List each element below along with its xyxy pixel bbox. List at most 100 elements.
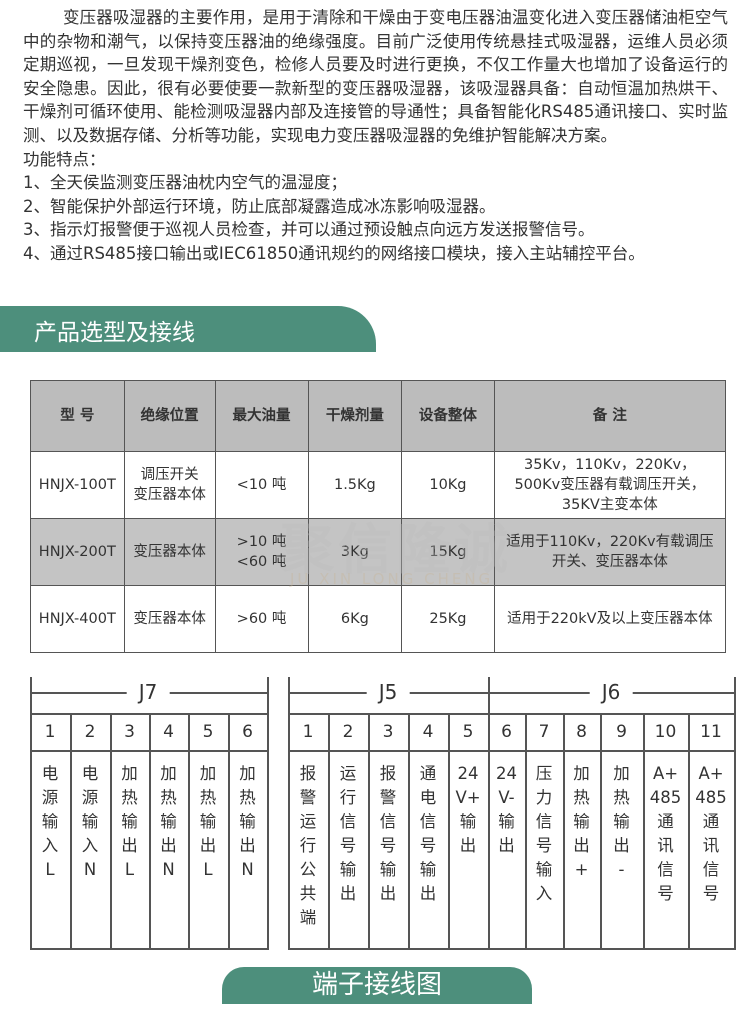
terminal-description: 报 警 信 号 输 出 [379, 764, 397, 903]
terminal-number: 1 [44, 722, 56, 742]
row-line [288, 750, 734, 752]
table-cell: 调压开关 变压器本体 [123, 451, 216, 519]
table-row: HNJX-200T 变压器本体 >10 吨 <60 吨 3Kg 15Kg 适用于110Kv… [30, 518, 727, 586]
terminal-description: 加 热 输 出 L [121, 764, 138, 879]
terminal-number: 9 [616, 722, 627, 742]
terminal-number: 10 [654, 722, 677, 742]
connector-label: J5 [366, 681, 410, 703]
column-line [563, 713, 565, 948]
column-line [688, 713, 690, 948]
table-cell: >60 吨 [214, 585, 309, 653]
table-cell: <10 吨 [214, 451, 309, 519]
border-line [30, 677, 32, 948]
terminal-description: A+ 485 通 讯 信 号 [695, 764, 727, 903]
table-cell: 3Kg [307, 518, 403, 586]
section-header-banner: 产品选型及接线 [0, 306, 376, 352]
column-line [328, 713, 330, 948]
table-row: HNJX-100T 调压开关 变压器本体 <10 吨 1.5Kg 10Kg 35Kv，11… [30, 451, 727, 519]
row-line [288, 713, 734, 715]
terminal-number: 11 [700, 722, 722, 742]
column-header: 备 注 [493, 380, 727, 452]
terminal-description: 报 警 运 行 公 共 端 [299, 764, 317, 927]
terminal-number: 5 [462, 722, 474, 742]
diagram-title-banner: 端子接线图 [222, 967, 532, 1004]
table-cell: >10 吨 <60 吨 [214, 518, 309, 586]
row-line [30, 713, 267, 715]
table-cell: 变压器本体 [123, 585, 216, 653]
border-line [288, 677, 290, 948]
column-header: 型 号 [30, 380, 125, 452]
feature-item: 4、通过RS485接口输出或IEC61850通讯规约的网络接口模块，接入主站辅控… [23, 243, 645, 263]
column-line [525, 713, 527, 948]
column-line [228, 713, 230, 948]
intro-section: 变压器吸湿器的主要作用，是用于清除和干燥由于变电压器油温变化进入变压器储油柜空气… [23, 6, 728, 266]
terminal-description: A+ 485 通 讯 信 号 [649, 764, 682, 903]
terminal-number: 4 [422, 722, 434, 742]
terminal-description: 电 源 输 入 L [41, 764, 59, 879]
terminal-description: 24 V+ 输 出 [455, 764, 481, 855]
terminal-description: 加 热 输 出 N [160, 764, 177, 879]
table-cell: 6Kg [307, 585, 403, 653]
table-cell: 适用于110Kv，220Kv有载调压 开关、变压器本体 [493, 518, 727, 586]
terminal-description: 加 热 输 出 L [199, 764, 217, 879]
terminal-description: 加 热 输 出 - [613, 764, 630, 879]
terminal-number: 3 [382, 722, 394, 742]
column-line [70, 713, 72, 948]
terminal-number: 5 [202, 722, 214, 742]
intro-paragraph: 变压器吸湿器的主要作用，是用于清除和干燥由于变电压器油温变化进入变压器储油柜空气… [23, 8, 728, 145]
connector-label: J6 [589, 681, 633, 703]
table-cell: 35Kv，110Kv，220Kv， 500Kv变压器有载调压开关， 35KV主变… [493, 451, 727, 519]
row-line [30, 750, 267, 752]
table-cell: HNJX-200T [30, 518, 125, 586]
column-line [488, 713, 490, 948]
column-line [149, 713, 151, 948]
column-header: 设备整体 [401, 380, 495, 452]
terminal-description: 加 热 输 出 + [573, 764, 590, 879]
border-line [734, 677, 736, 948]
terminal-description: 通 电 信 号 输 出 [419, 764, 437, 903]
row-line [288, 948, 736, 950]
column-line [408, 713, 410, 948]
terminal-number: 7 [538, 722, 550, 742]
group-divider [488, 677, 490, 713]
bracket-line [288, 692, 734, 694]
terminal-number: 6 [501, 722, 512, 742]
table-cell: 1.5Kg [307, 451, 403, 519]
column-line [600, 713, 602, 948]
table-cell: 10Kg [401, 451, 495, 519]
feature-item: 2、智能保护外部运行环境，防止底部凝露造成冰冻影响吸湿器。 [23, 196, 496, 216]
terminal-description: 运 行 信 号 输 出 [339, 764, 357, 903]
feature-item: 3、指示灯报警便于巡视人员检查，并可以通过预设触点向远方发送报警信号。 [23, 220, 595, 240]
terminal-description: 压 力 信 号 输 入 [535, 764, 553, 903]
features-title: 功能特点： [23, 149, 106, 169]
terminal-number: 2 [84, 722, 96, 742]
column-line [643, 713, 645, 948]
column-header: 干燥剂量 [307, 380, 403, 452]
table-cell: 25Kg [401, 585, 495, 653]
table-cell: HNJX-100T [30, 451, 125, 519]
column-header: 最大油量 [214, 380, 309, 452]
spec-table: 型 号绝缘位置 最大油量 干燥剂量 设备整体备 注 HNJX-100T 调压开关 变压器… [30, 380, 727, 653]
table-cell: 15Kg [401, 518, 495, 586]
terminal-number: 6 [242, 722, 253, 742]
terminal-description: 加 热 输 出 N [239, 764, 256, 879]
column-line [368, 713, 370, 948]
column-line [110, 713, 112, 948]
terminal-number: 2 [342, 722, 354, 742]
column-line [188, 713, 190, 948]
diagram-title: 端子接线图 [311, 970, 442, 1000]
table-cell: 适用于220kV及以上变压器本体 [493, 585, 727, 653]
terminal-description: 电 源 输 入 N [81, 764, 99, 879]
column-header: 绝缘位置 [123, 380, 216, 452]
feature-item: 1、全天侯监测变压器油枕内空气的温湿度； [23, 173, 347, 193]
table-cell: 变压器本体 [123, 518, 216, 586]
border-line [267, 677, 269, 948]
terminal-number: 3 [124, 722, 135, 742]
table-cell: HNJX-400T [30, 585, 125, 653]
terminal-number: 1 [302, 722, 314, 742]
connector-label: J7 [126, 681, 170, 703]
section-title: 产品选型及接线 [34, 320, 195, 346]
terminal-description: 24 V- 输 出 [496, 764, 517, 855]
row-line [30, 948, 269, 950]
table-row: HNJX-400T 变压器本体 >60 吨 6Kg 25Kg 适用于220kV及以上变压器… [30, 585, 727, 653]
